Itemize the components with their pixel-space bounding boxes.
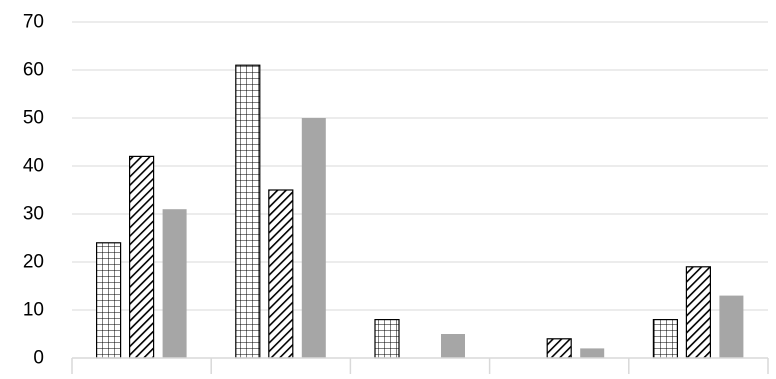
- bar-solid: [580, 348, 605, 358]
- bar-solid: [162, 209, 187, 358]
- y-axis-tick-labels: 0 10 20 30 40 50 60 70: [23, 12, 44, 369]
- bar-solid: [719, 295, 744, 358]
- gridlines: [72, 21, 768, 311]
- bar-solid: [441, 334, 465, 358]
- bar-grid: [374, 319, 400, 359]
- bar-solid: [301, 118, 326, 358]
- bar-diagonal: [129, 155, 155, 359]
- bar-diagonal: [685, 266, 712, 359]
- y-tick-label: 20: [23, 252, 44, 273]
- y-tick-label: 10: [23, 300, 44, 321]
- y-tick-label: 40: [23, 156, 44, 177]
- y-tick-label: 0: [33, 348, 44, 369]
- x-axis: [71, 357, 769, 374]
- y-tick-label: 30: [23, 204, 44, 225]
- y-tick-label: 60: [23, 60, 44, 81]
- bar-diagonal: [268, 189, 294, 359]
- bar-grid: [235, 64, 261, 359]
- y-tick-label: 70: [23, 12, 44, 33]
- bars: [95, 64, 744, 359]
- bar-grid: [95, 242, 122, 359]
- bar-diagonal: [546, 338, 572, 359]
- y-tick-label: 50: [23, 108, 44, 129]
- bar-grid: [652, 319, 679, 359]
